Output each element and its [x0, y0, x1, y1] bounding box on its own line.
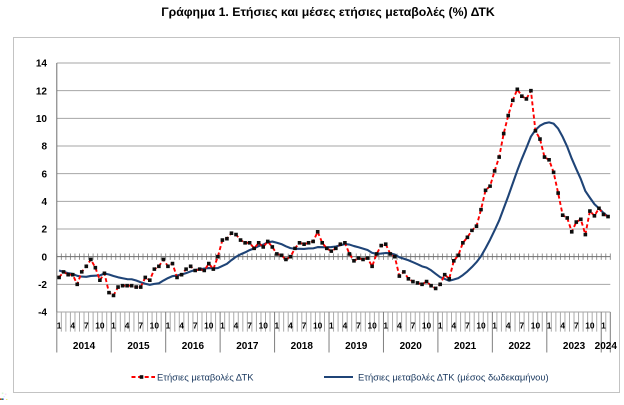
svg-text:7: 7 — [193, 320, 198, 330]
svg-text:1: 1 — [166, 320, 171, 330]
svg-text:2016: 2016 — [182, 341, 205, 352]
svg-text:2019: 2019 — [345, 341, 368, 352]
svg-text:1: 1 — [111, 320, 116, 330]
svg-text:10: 10 — [476, 320, 486, 330]
svg-text:2018: 2018 — [291, 341, 314, 352]
svg-text:7: 7 — [411, 320, 416, 330]
svg-text:4: 4 — [343, 320, 348, 330]
svg-text:1: 1 — [383, 320, 388, 330]
svg-text:4: 4 — [506, 320, 511, 330]
svg-text:4: 4 — [397, 320, 402, 330]
svg-text:4: 4 — [125, 320, 130, 330]
svg-text:7: 7 — [138, 320, 143, 330]
svg-text:7: 7 — [84, 320, 89, 330]
svg-text:10: 10 — [95, 320, 105, 330]
svg-text:10: 10 — [204, 320, 214, 330]
svg-text:4: 4 — [234, 320, 239, 330]
svg-text:2021: 2021 — [454, 341, 477, 352]
svg-text:1: 1 — [275, 320, 280, 330]
svg-text:4: 4 — [70, 320, 75, 330]
svg-text:4: 4 — [41, 197, 47, 208]
svg-text:-2: -2 — [38, 280, 47, 291]
svg-text:7: 7 — [465, 320, 470, 330]
svg-text:Ετήσιες μεταβολές ΔΤΚ: Ετήσιες μεταβολές ΔΤΚ — [157, 372, 254, 383]
svg-text:4: 4 — [288, 320, 293, 330]
svg-text:1: 1 — [329, 320, 334, 330]
svg-text:2020: 2020 — [400, 341, 423, 352]
svg-text:Γράφημα 1. Ετήσιες και μέσες ε: Γράφημα 1. Ετήσιες και μέσες ετήσιες μετ… — [161, 5, 495, 19]
svg-text:12: 12 — [36, 86, 48, 97]
svg-text:1: 1 — [57, 320, 62, 330]
svg-text:2024: 2024 — [595, 341, 618, 352]
svg-text:4: 4 — [451, 320, 456, 330]
svg-text:4: 4 — [560, 320, 565, 330]
svg-text:10: 10 — [531, 320, 541, 330]
svg-text:0: 0 — [41, 252, 47, 263]
svg-text:1: 1 — [220, 320, 225, 330]
svg-text:2023: 2023 — [563, 341, 586, 352]
svg-text:7: 7 — [302, 320, 307, 330]
svg-text:2017: 2017 — [236, 341, 259, 352]
svg-text:10: 10 — [422, 320, 432, 330]
svg-text:8: 8 — [41, 142, 47, 153]
svg-text:7: 7 — [520, 320, 525, 330]
svg-text:2015: 2015 — [127, 341, 150, 352]
svg-text:10: 10 — [585, 320, 595, 330]
svg-text:2: 2 — [41, 225, 47, 236]
svg-text:1: 1 — [547, 320, 552, 330]
svg-text:10: 10 — [36, 114, 48, 125]
svg-text:Ετήσιες μεταβολές ΔΤΚ (μέσος δ: Ετήσιες μεταβολές ΔΤΚ (μέσος δωδεκαμήνου… — [358, 372, 549, 383]
svg-text:10: 10 — [367, 320, 377, 330]
svg-text:4: 4 — [179, 320, 184, 330]
svg-text:-4: -4 — [38, 308, 47, 319]
svg-text:10: 10 — [259, 320, 269, 330]
svg-text:1: 1 — [601, 320, 606, 330]
svg-text:14: 14 — [36, 59, 48, 70]
svg-text:2022: 2022 — [508, 341, 531, 352]
svg-text:6: 6 — [41, 169, 47, 180]
svg-text:1: 1 — [438, 320, 443, 330]
svg-text:10: 10 — [150, 320, 160, 330]
svg-text:7: 7 — [356, 320, 361, 330]
svg-text:10: 10 — [313, 320, 323, 330]
svg-text:7: 7 — [574, 320, 579, 330]
svg-text:1: 1 — [492, 320, 497, 330]
svg-text:7: 7 — [247, 320, 252, 330]
svg-text:2014: 2014 — [73, 341, 96, 352]
